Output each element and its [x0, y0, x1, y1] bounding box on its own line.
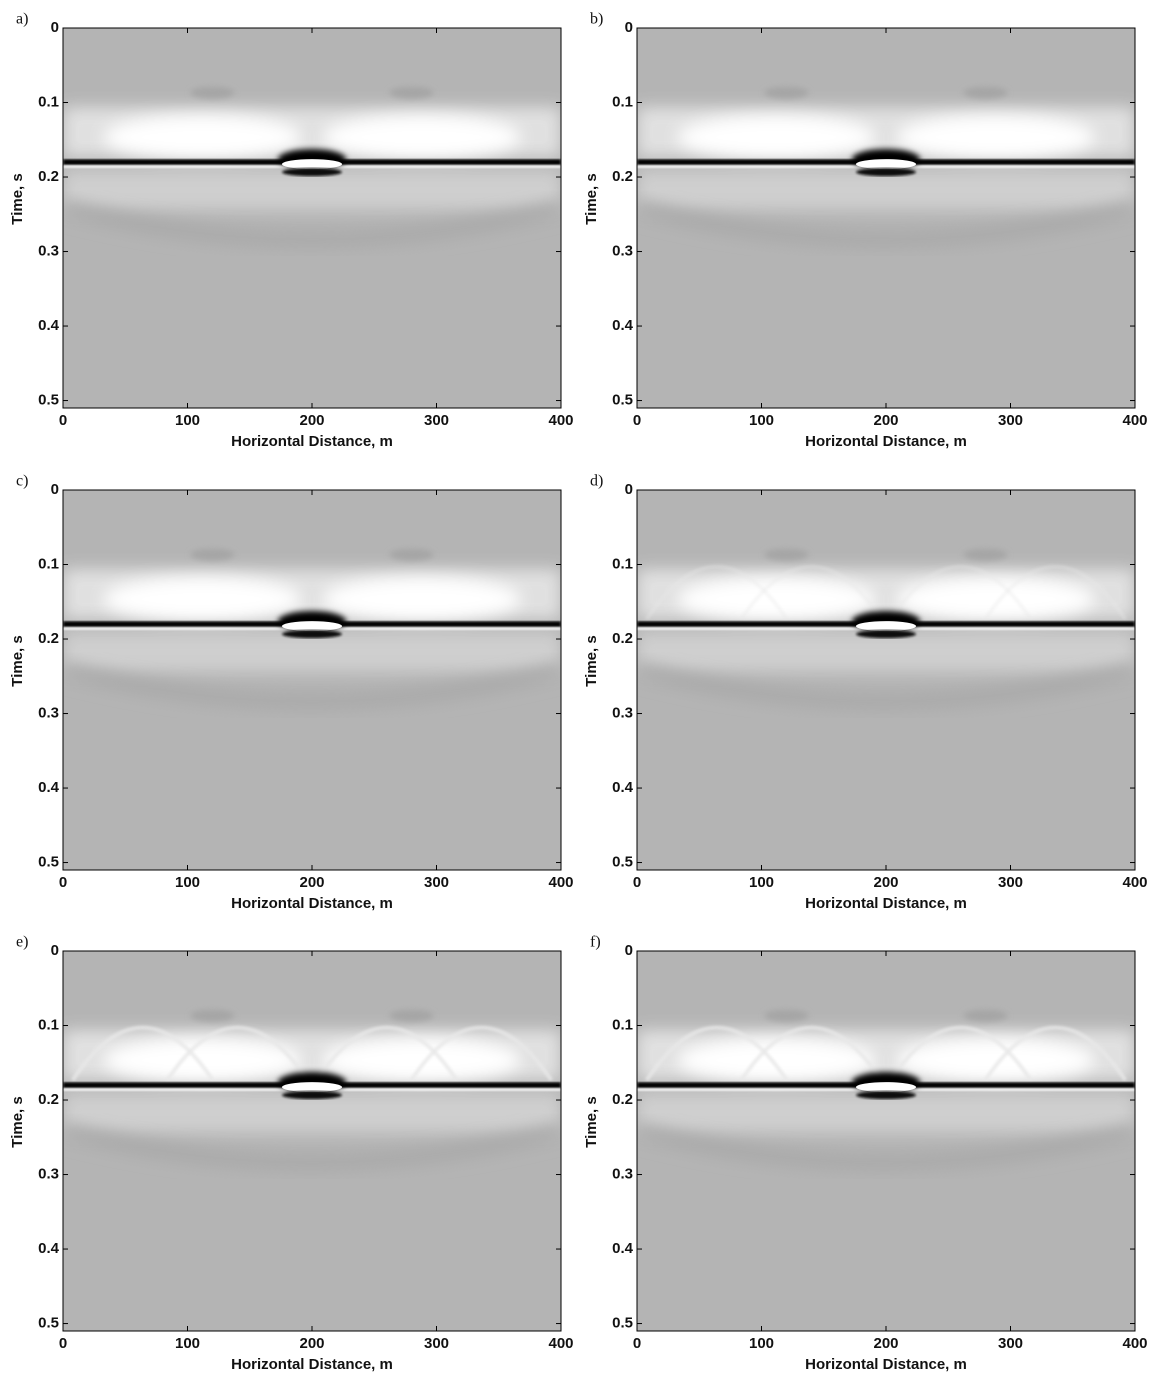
panel: 0 100 200 300 400 0 0.1 0.2 0.3 0.4 0.5 Horizontal … [9, 473, 574, 912]
y-tick-label: 0.2 [612, 630, 633, 647]
x-tick-label: 400 [548, 1335, 573, 1352]
y-tick-label: 0 [625, 942, 633, 959]
x-tick-label: 0 [633, 1335, 641, 1352]
y-tick-label: 0.5 [38, 854, 59, 871]
x-tick-label: 400 [548, 412, 573, 429]
x-tick-label: 100 [749, 874, 774, 891]
panel: 0 100 200 300 400 0 0.1 0.2 0.3 0.4 0.5 Horizontal … [583, 473, 1148, 912]
y-axis-label: Time, s [583, 173, 600, 224]
x-axis-label: Horizontal Distance, m [805, 895, 967, 912]
y-tick-label: 0 [625, 481, 633, 498]
y-tick-label: 0.2 [612, 168, 633, 185]
panel: 0 100 200 300 400 0 0.1 0.2 0.3 0.4 0.5 Horizontal … [9, 934, 574, 1373]
x-tick-label: 0 [633, 874, 641, 891]
x-tick-label: 100 [749, 412, 774, 429]
x-tick-label: 300 [424, 412, 449, 429]
y-tick-label: 0.1 [38, 93, 59, 110]
y-tick-label: 0.4 [612, 317, 634, 334]
y-tick-label: 0.2 [38, 630, 59, 647]
y-tick-label: 0.4 [612, 779, 634, 796]
y-tick-label: 0.3 [612, 704, 633, 721]
y-tick-label: 0.1 [612, 555, 633, 572]
y-axis-label: Time, s [583, 1096, 600, 1147]
y-axis-label: Time, s [9, 173, 26, 224]
y-tick-label: 0.4 [38, 779, 60, 796]
panel: 0 100 200 300 400 0 0.1 0.2 0.3 0.4 0.5 Horizontal … [9, 11, 574, 450]
y-tick-label: 0.4 [38, 317, 60, 334]
seismic-image [63, 951, 561, 1331]
x-tick-label: 400 [1122, 412, 1147, 429]
panel-label: f) [590, 934, 601, 951]
x-tick-label: 200 [873, 1335, 898, 1352]
y-tick-label: 0.5 [38, 392, 59, 409]
y-tick-label: 0 [625, 19, 633, 36]
y-tick-label: 0.1 [612, 1016, 633, 1033]
y-tick-label: 0.2 [612, 1091, 633, 1108]
x-tick-label: 400 [548, 874, 573, 891]
y-tick-label: 0.5 [612, 1315, 633, 1332]
seismic-image [63, 28, 561, 408]
x-tick-label: 0 [59, 1335, 67, 1352]
y-tick-label: 0.3 [38, 242, 59, 259]
y-tick-label: 0.4 [612, 1240, 634, 1257]
x-tick-label: 0 [59, 412, 67, 429]
x-tick-label: 100 [175, 874, 200, 891]
x-tick-label: 300 [424, 874, 449, 891]
panel-label: c) [16, 473, 28, 490]
panel: 0 100 200 300 400 0 0.1 0.2 0.3 0.4 0.5 Horizontal … [583, 934, 1148, 1373]
x-tick-label: 300 [998, 1335, 1023, 1352]
x-tick-label: 200 [873, 412, 898, 429]
x-tick-label: 300 [424, 1335, 449, 1352]
x-tick-label: 200 [299, 874, 324, 891]
x-tick-label: 300 [998, 412, 1023, 429]
y-tick-label: 0.5 [612, 392, 633, 409]
x-axis-label: Horizontal Distance, m [805, 433, 967, 450]
seismic-image [637, 28, 1135, 408]
x-tick-label: 0 [59, 874, 67, 891]
seismic-image [63, 490, 561, 870]
x-tick-label: 100 [175, 1335, 200, 1352]
y-axis-label: Time, s [9, 635, 26, 686]
x-tick-label: 300 [998, 874, 1023, 891]
y-tick-label: 0.1 [38, 555, 59, 572]
x-tick-label: 400 [1122, 874, 1147, 891]
y-tick-label: 0 [51, 942, 59, 959]
panel-label: e) [16, 934, 28, 951]
y-tick-label: 0.3 [612, 1165, 633, 1182]
y-tick-label: 0.5 [38, 1315, 59, 1332]
y-tick-label: 0.3 [38, 1165, 59, 1182]
x-axis-label: Horizontal Distance, m [231, 1356, 393, 1373]
seismic-image [637, 490, 1135, 870]
y-tick-label: 0 [51, 481, 59, 498]
x-axis-label: Horizontal Distance, m [805, 1356, 967, 1373]
seismic-image [637, 951, 1135, 1331]
y-tick-label: 0.5 [612, 854, 633, 871]
y-tick-label: 0.4 [38, 1240, 60, 1257]
x-tick-label: 0 [633, 412, 641, 429]
y-tick-label: 0.1 [612, 93, 633, 110]
x-tick-label: 100 [749, 1335, 774, 1352]
x-axis-label: Horizontal Distance, m [231, 433, 393, 450]
x-tick-label: 100 [175, 412, 200, 429]
y-tick-label: 0.2 [38, 1091, 59, 1108]
x-tick-label: 200 [299, 1335, 324, 1352]
y-axis-label: Time, s [9, 1096, 26, 1147]
x-tick-label: 200 [873, 874, 898, 891]
panel-label: b) [590, 11, 603, 28]
panel-label: a) [16, 11, 28, 28]
y-axis-label: Time, s [583, 635, 600, 686]
y-tick-label: 0.1 [38, 1016, 59, 1033]
panel: 0 100 200 300 400 0 0.1 0.2 0.3 0.4 0.5 Horizontal … [583, 11, 1148, 450]
y-tick-label: 0 [51, 19, 59, 36]
x-axis-label: Horizontal Distance, m [231, 895, 393, 912]
y-tick-label: 0.2 [38, 168, 59, 185]
panel-label: d) [590, 473, 603, 490]
x-tick-label: 400 [1122, 1335, 1147, 1352]
y-tick-label: 0.3 [612, 242, 633, 259]
x-tick-label: 200 [299, 412, 324, 429]
y-tick-label: 0.3 [38, 704, 59, 721]
